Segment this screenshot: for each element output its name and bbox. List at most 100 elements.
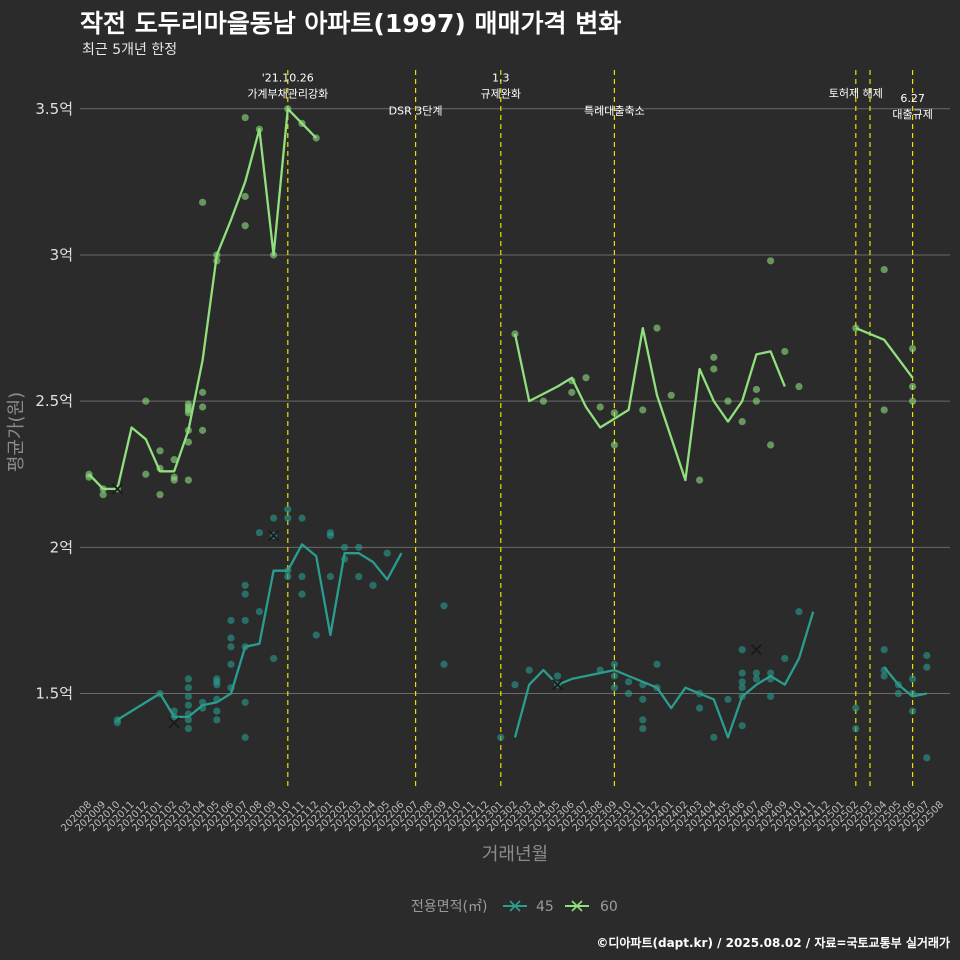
data-point bbox=[440, 660, 448, 668]
data-point bbox=[724, 397, 732, 405]
data-point bbox=[738, 669, 746, 677]
data-point bbox=[582, 374, 590, 382]
data-point bbox=[355, 543, 363, 551]
data-point bbox=[738, 722, 746, 730]
data-point bbox=[213, 675, 221, 683]
y-tick-label: 3억 bbox=[50, 246, 73, 264]
chart-title: 작전 도두리마을동남 아파트(1997) 매매가격 변화 bbox=[80, 9, 622, 38]
data-point bbox=[610, 684, 619, 692]
data-point bbox=[738, 684, 746, 692]
legend-marker-60 bbox=[571, 900, 583, 912]
y-tick-labels: 1.5억 2억 2.5억 3억 3.5억 bbox=[35, 100, 73, 703]
legend: 전용면적(㎡) 45 60 bbox=[411, 899, 618, 915]
series-line bbox=[855, 327, 914, 379]
data-point bbox=[184, 400, 192, 408]
data-point bbox=[696, 476, 704, 484]
data-point bbox=[596, 403, 604, 411]
data-point bbox=[610, 672, 619, 680]
grid-lines bbox=[80, 108, 950, 695]
data-point bbox=[795, 608, 803, 616]
data-point bbox=[539, 397, 548, 405]
data-point bbox=[170, 473, 178, 481]
data-point bbox=[241, 733, 249, 741]
y-tick-label: 3.5억 bbox=[35, 100, 73, 118]
data-point bbox=[781, 347, 789, 356]
cross-marker bbox=[551, 679, 564, 691]
legend-label-45: 45 bbox=[536, 899, 554, 915]
x-axis-title: 거래년월 bbox=[482, 844, 548, 865]
data-point bbox=[710, 733, 718, 741]
data-point bbox=[312, 631, 320, 639]
data-point bbox=[184, 438, 192, 446]
data-point bbox=[767, 692, 775, 701]
data-point bbox=[795, 382, 803, 391]
data-point bbox=[184, 476, 192, 484]
data-point bbox=[880, 646, 888, 654]
event-label: 6.27 bbox=[900, 92, 925, 105]
y-tick-label: 2.5억 bbox=[35, 392, 73, 410]
data-point bbox=[852, 704, 860, 712]
cross-marker bbox=[168, 717, 180, 729]
event-label: '21.10.26 bbox=[262, 71, 314, 84]
data-point bbox=[639, 406, 647, 414]
data-point bbox=[625, 689, 633, 698]
data-point bbox=[213, 707, 221, 715]
data-point bbox=[241, 616, 249, 625]
source-caption: ©디아파트(dapt.kr) / 2025.08.02 / 자료=국토교통부 실… bbox=[596, 936, 950, 950]
series-60 bbox=[85, 105, 917, 499]
data-point bbox=[184, 701, 192, 709]
data-point bbox=[909, 344, 917, 353]
data-point bbox=[156, 491, 164, 499]
data-point bbox=[752, 397, 761, 405]
event-label: 규제완화 bbox=[481, 87, 521, 100]
event-label: 토허제 해제 bbox=[829, 86, 883, 100]
data-point bbox=[610, 409, 619, 417]
data-point bbox=[909, 675, 917, 683]
data-point bbox=[142, 397, 150, 405]
data-point bbox=[199, 403, 207, 411]
data-point bbox=[525, 666, 533, 674]
data-point bbox=[227, 616, 235, 625]
data-point bbox=[880, 406, 888, 414]
data-point bbox=[639, 695, 647, 703]
data-point bbox=[909, 382, 917, 391]
data-point bbox=[497, 733, 505, 741]
data-point bbox=[326, 529, 334, 537]
cross-marker bbox=[111, 483, 124, 495]
data-point bbox=[738, 678, 746, 686]
data-point bbox=[909, 707, 917, 715]
data-point bbox=[184, 692, 192, 701]
data-point bbox=[199, 426, 207, 434]
data-point bbox=[156, 447, 164, 455]
y-tick-label: 1.5억 bbox=[35, 685, 73, 703]
data-point bbox=[241, 698, 249, 706]
data-point bbox=[199, 388, 207, 396]
data-point bbox=[270, 654, 278, 663]
data-point bbox=[213, 716, 221, 724]
data-point bbox=[710, 353, 718, 361]
data-point bbox=[923, 663, 931, 671]
data-point bbox=[767, 669, 775, 677]
series-layer bbox=[85, 105, 931, 762]
data-point bbox=[767, 257, 775, 265]
legend-item-60: 60 bbox=[565, 899, 618, 915]
data-point bbox=[554, 672, 562, 680]
chart-subtitle: 최근 5개년 한정 bbox=[82, 42, 178, 58]
data-point bbox=[184, 725, 192, 733]
series-line bbox=[116, 543, 403, 721]
data-point bbox=[923, 754, 931, 762]
data-point bbox=[341, 543, 349, 551]
data-point bbox=[625, 678, 633, 686]
data-point bbox=[241, 192, 249, 201]
data-point bbox=[894, 689, 903, 698]
data-point bbox=[298, 590, 306, 598]
data-point bbox=[752, 385, 761, 394]
data-point bbox=[326, 572, 334, 581]
legend-label-60: 60 bbox=[600, 899, 618, 915]
data-point bbox=[284, 572, 292, 581]
y-axis-title: 평균가(원) bbox=[6, 392, 27, 472]
data-point bbox=[923, 651, 931, 660]
data-point bbox=[852, 725, 860, 733]
data-point bbox=[880, 265, 888, 274]
series-line bbox=[88, 107, 318, 491]
